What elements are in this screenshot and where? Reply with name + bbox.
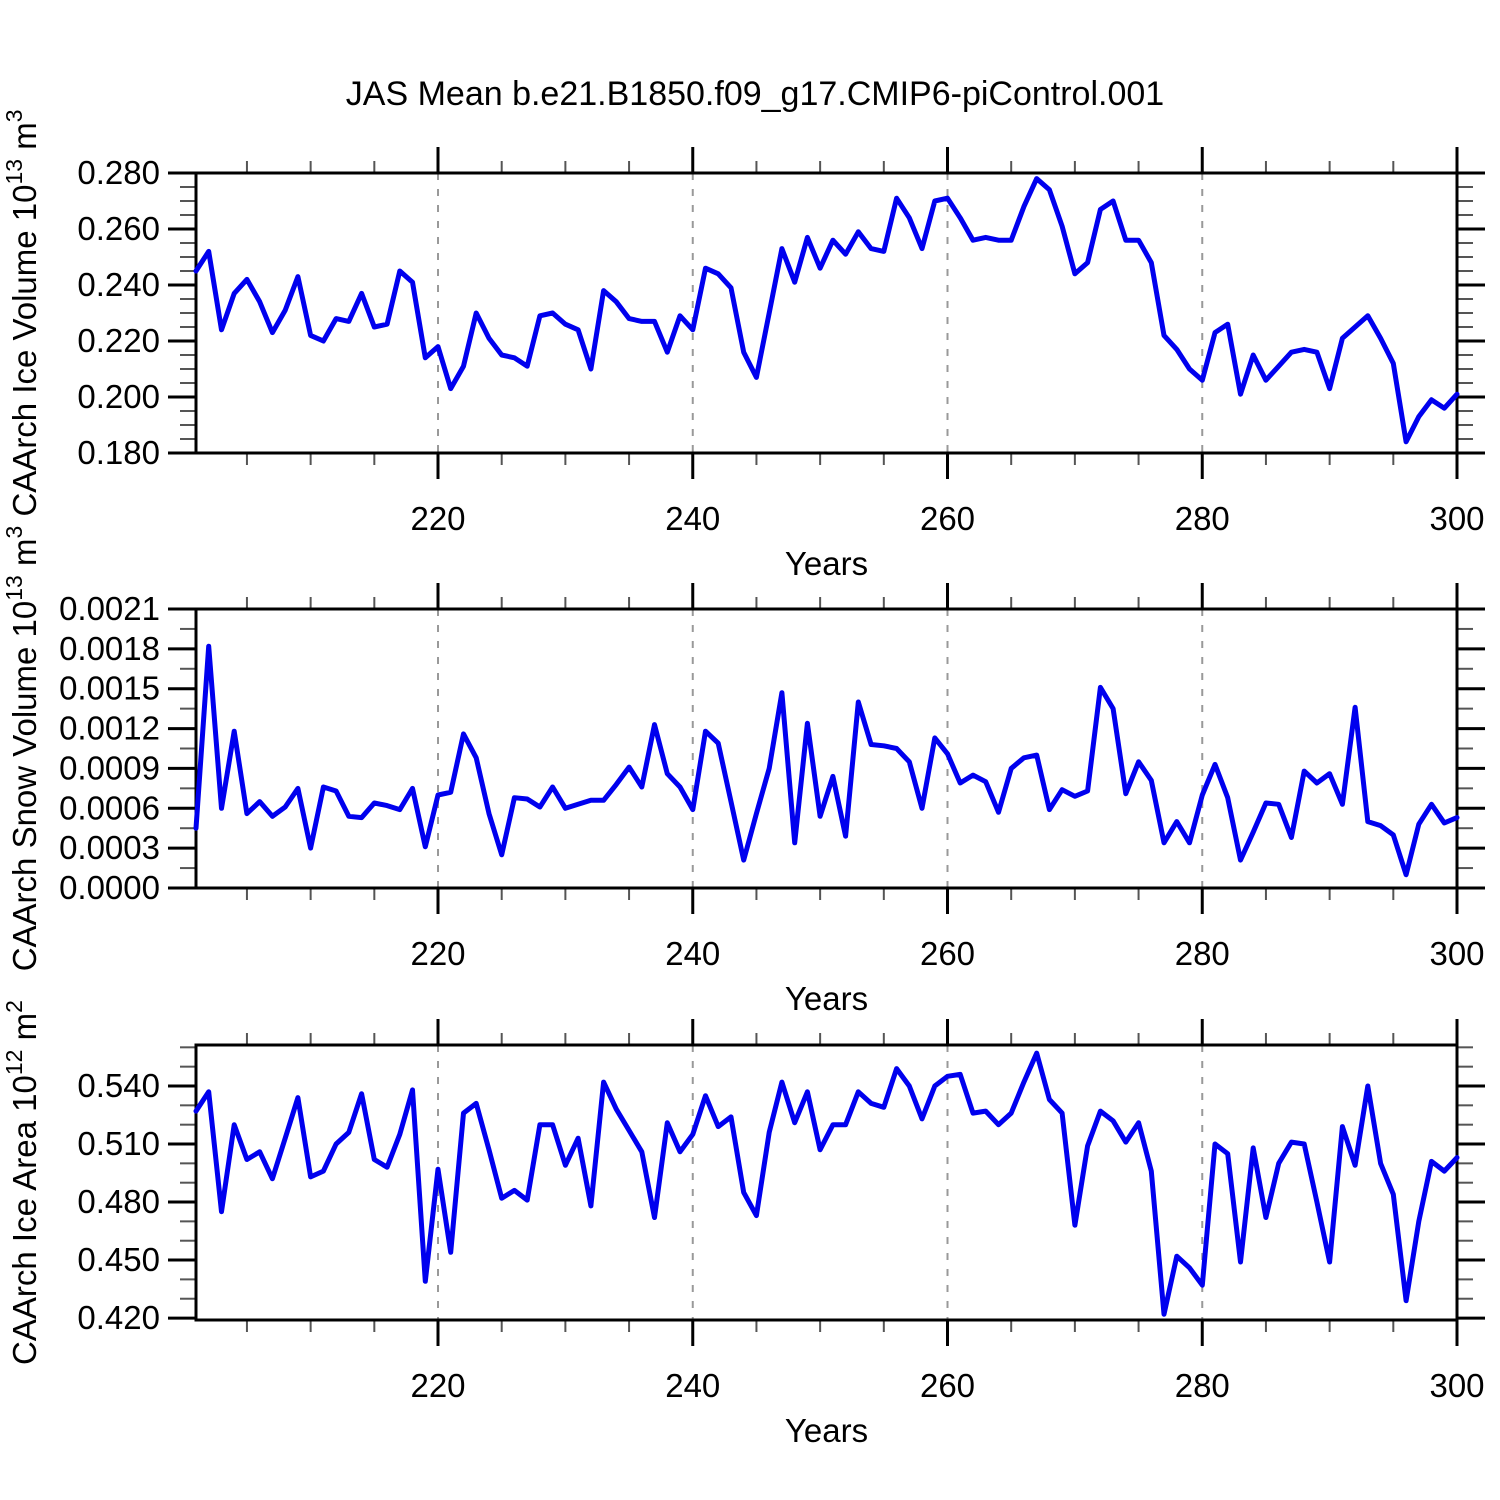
x-tick-label: 240 xyxy=(665,935,720,972)
y-tick-label: 0.200 xyxy=(77,378,160,415)
panel-ice-volume: 0.180 0.200 0.220 0.240 0.260 0.280 220 240 260 2… xyxy=(1,109,1485,582)
x-tick-label: 280 xyxy=(1175,500,1230,537)
y-tick-label: 0.0009 xyxy=(59,749,160,786)
plot-frame xyxy=(194,171,1459,455)
y-tick-label: 0.510 xyxy=(77,1125,160,1162)
y-tick-label: 0.280 xyxy=(77,154,160,191)
x-tick-label: 220 xyxy=(410,935,465,972)
y-tick-label: 0.180 xyxy=(77,434,160,471)
y-tick-label: 0.0018 xyxy=(59,630,160,667)
y-tick-label: 0.450 xyxy=(77,1241,160,1278)
x-axis-label: Years xyxy=(785,1412,868,1449)
y-axis-label: CAArch Snow Volume 1013 m3 xyxy=(1,526,43,972)
x-tick-label: 220 xyxy=(410,500,465,537)
y-tick-label: 0.240 xyxy=(77,266,160,303)
y-tick-label: 0.220 xyxy=(77,322,160,359)
y-tick-label: 0.0015 xyxy=(59,670,160,707)
x-tick-label: 280 xyxy=(1175,1367,1230,1404)
plot-frame xyxy=(194,1043,1459,1322)
y-axis-label: CAArch Ice Volume 1013 m3 xyxy=(1,109,43,516)
ticks xyxy=(168,583,1485,914)
y-tick-label: 0.540 xyxy=(77,1067,160,1104)
panel-ice-area: 0.420 0.450 0.480 0.510 0.540 220 240 260 280 300… xyxy=(1,1000,1485,1449)
y-tick-label: 0.0000 xyxy=(59,869,160,906)
ticks xyxy=(168,1019,1485,1346)
y-tick-label: 0.420 xyxy=(77,1299,160,1336)
x-axis-label: Years xyxy=(785,980,868,1017)
y-tick-label: 0.260 xyxy=(77,210,160,247)
x-tick-label: 240 xyxy=(665,1367,720,1404)
ice-area-line xyxy=(193,1050,1460,1317)
y-tick-label: 0.0021 xyxy=(59,590,160,627)
y-tick-label: 0.0006 xyxy=(59,789,160,826)
y-axis-label: CAArch Ice Area 1012 m2 xyxy=(1,1000,43,1365)
snow-volume-line xyxy=(193,643,1460,878)
y-tick-label: 0.0003 xyxy=(59,829,160,866)
chart-title: JAS Mean b.e21.B1850.f09_g17.CMIP6-piCon… xyxy=(346,75,1164,113)
plot-frame xyxy=(194,607,1459,890)
x-tick-label: 260 xyxy=(920,1367,975,1404)
x-tick-label: 240 xyxy=(665,500,720,537)
x-axis-label: Years xyxy=(785,545,868,582)
y-tick-label: 0.0012 xyxy=(59,710,160,747)
x-tick-label: 260 xyxy=(920,500,975,537)
x-tick-label: 300 xyxy=(1429,500,1484,537)
x-tick-label: 280 xyxy=(1175,935,1230,972)
panel-snow-volume: 0.00000.00030.00060.00090.00120.00150.00… xyxy=(1,526,1485,1017)
y-tick-label: 0.480 xyxy=(77,1183,160,1220)
chart-panels: 0.180 0.200 0.220 0.240 0.260 0.280 220 240 260 2… xyxy=(1,109,1485,1449)
ticks xyxy=(168,147,1485,479)
x-tick-label: 260 xyxy=(920,935,975,972)
x-tick-label: 300 xyxy=(1429,935,1484,972)
x-tick-label: 300 xyxy=(1429,1367,1484,1404)
ice-volume-line xyxy=(193,176,1460,445)
x-tick-label: 220 xyxy=(410,1367,465,1404)
